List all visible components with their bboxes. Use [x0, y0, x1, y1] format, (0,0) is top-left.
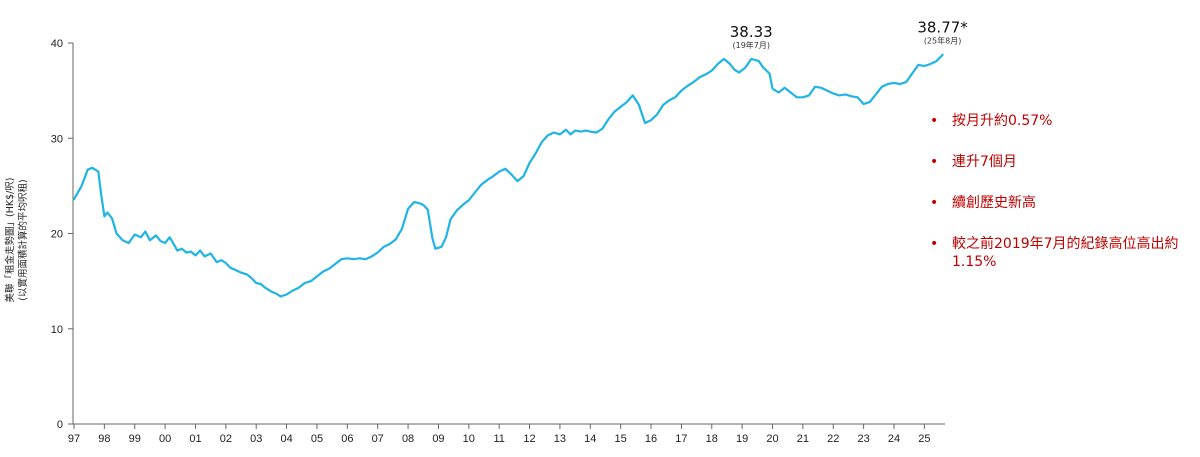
x-tick-label: 22: [827, 433, 839, 445]
x-tick-label: 19: [736, 433, 748, 445]
x-tick-label: 14: [584, 433, 596, 445]
x-tick-label: 99: [129, 433, 141, 445]
notes-list: • 按月升約0.57% • 連升7個月 • 續創歷史新高 • 較之前2019年7月的紀錄…: [930, 112, 1190, 294]
x-tick-label: 03: [250, 433, 262, 445]
peak-value-label: 38.77*: [917, 19, 968, 37]
x-tick-label: 21: [797, 433, 809, 445]
x-tick-label: 11: [493, 433, 504, 445]
x-tick-label: 25: [918, 433, 930, 445]
peak-value-label: 38.33: [730, 23, 773, 41]
y-axis: 0 10 20 30 40: [51, 38, 74, 431]
bullet-icon: •: [930, 113, 939, 129]
y-axis-label-line: (以實用面積計算的平均呎租): [17, 179, 29, 300]
note-text: 按月升約0.57%: [952, 113, 1053, 129]
peak-date-label: (25年8月): [924, 36, 962, 46]
plot-area: [72, 53, 944, 298]
peak-annotations: 38.33(19年7月) 38.77*(25年8月): [730, 19, 969, 50]
x-axis: 97 98 99 00 01 02 03 04 05 06 07 08 09 10 11 12 13 14 15 16…: [68, 423, 945, 445]
x-tick-label: 10: [463, 433, 475, 445]
rent-series-line: [72, 53, 944, 298]
x-tick-label: 04: [280, 433, 292, 445]
x-tick-label: 24: [888, 433, 900, 445]
note-text: 較之前2019年7月的紀錄高位高出約1.15%: [952, 236, 1179, 270]
y-tick-label: 20: [51, 229, 63, 241]
x-tick-label: 12: [523, 433, 535, 445]
x-tick-label: 02: [220, 433, 232, 445]
x-tick-label: 20: [766, 433, 778, 445]
x-tick-label: 09: [432, 433, 444, 445]
y-tick-label: 40: [51, 38, 63, 50]
note-item: • 續創歷史新高: [930, 194, 1190, 212]
y-tick-label: 30: [51, 133, 63, 145]
x-tick-label: 08: [402, 433, 414, 445]
y-axis-label-line: 美聯「租金走勢圖」(HK$/呎): [4, 177, 16, 302]
peak-date-label: (19年7月): [732, 40, 770, 50]
x-tick-label: 17: [675, 433, 687, 445]
x-tick-label: 16: [645, 433, 657, 445]
note-item: • 連升7個月: [930, 153, 1190, 171]
x-tick-label: 00: [159, 433, 171, 445]
x-tick-label: 05: [311, 433, 323, 445]
y-axis-label: 美聯「租金走勢圖」(HK$/呎) (以實用面積計算的平均呎租): [4, 177, 29, 302]
note-item: • 較之前2019年7月的紀錄高位高出約1.15%: [930, 235, 1190, 271]
x-tick-label: 97: [68, 433, 80, 445]
x-tick-label: 18: [706, 433, 718, 445]
bullet-icon: •: [930, 236, 939, 252]
x-tick-label: 15: [615, 433, 627, 445]
x-tick-label: 98: [98, 433, 110, 445]
y-tick-label: 10: [51, 324, 63, 336]
note-text: 續創歷史新高: [952, 195, 1036, 211]
bullet-icon: •: [930, 195, 939, 211]
y-tick-label: 0: [57, 419, 63, 431]
x-tick-label: 07: [372, 433, 384, 445]
note-text: 連升7個月: [952, 154, 1017, 170]
x-tick-label: 01: [189, 433, 201, 445]
bullet-icon: •: [930, 154, 939, 170]
x-tick-label: 23: [857, 433, 869, 445]
x-tick-label: 06: [341, 433, 353, 445]
x-tick-label: 13: [554, 433, 566, 445]
note-item: • 按月升約0.57%: [930, 112, 1190, 130]
